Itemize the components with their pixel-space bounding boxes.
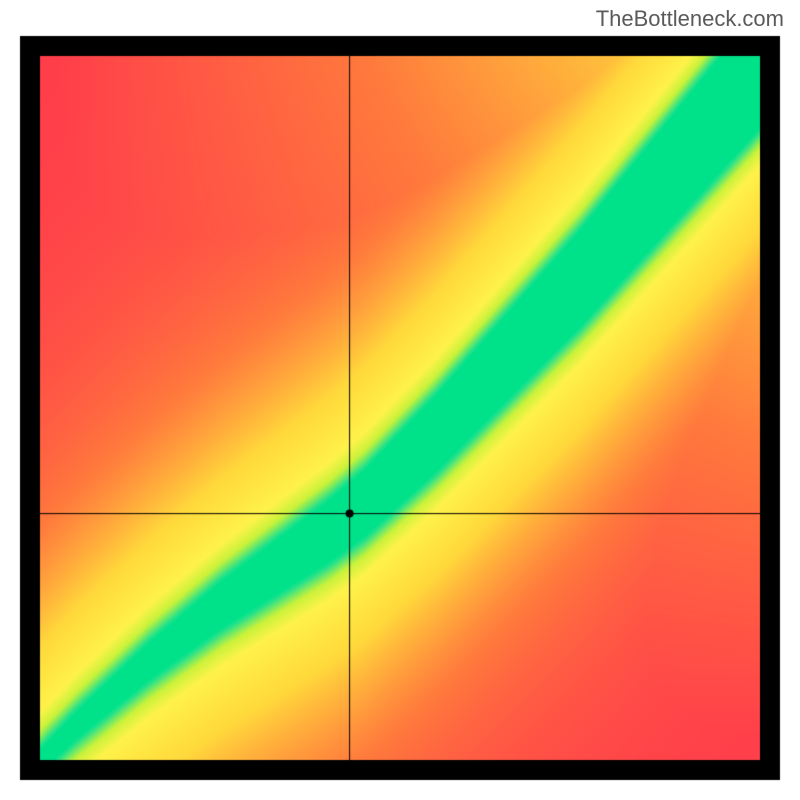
chart-container: TheBottleneck.com [0,0,800,800]
bottleneck-heatmap [0,0,800,800]
watermark-text: TheBottleneck.com [596,6,784,32]
